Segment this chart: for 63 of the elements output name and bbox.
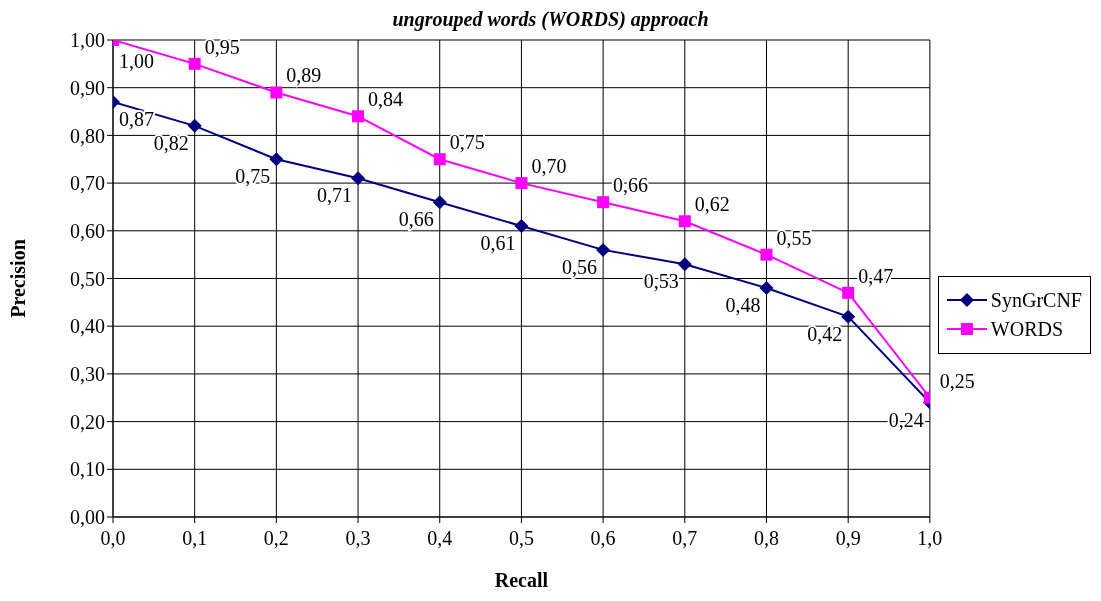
y-tick-label: 0,50 bbox=[70, 267, 105, 290]
data-label: 0,89 bbox=[286, 64, 322, 87]
data-label: 0,70 bbox=[531, 155, 567, 178]
y-tick-label: 0,80 bbox=[70, 124, 105, 147]
point bbox=[841, 309, 856, 324]
x-tick-label: 0,9 bbox=[835, 527, 861, 550]
y-tick-label: 0,20 bbox=[70, 410, 105, 433]
point bbox=[596, 242, 611, 257]
data-label: 1,00 bbox=[119, 50, 154, 72]
legend-label: SynGrCNF bbox=[990, 288, 1082, 312]
point bbox=[842, 286, 855, 299]
y-tick-label: 1,00 bbox=[70, 29, 105, 52]
data-label: 0,71 bbox=[317, 184, 353, 207]
point bbox=[514, 219, 529, 234]
x-tick-label: 0,8 bbox=[753, 527, 779, 550]
data-label: 0,55 bbox=[776, 226, 812, 249]
x-tick-label: 0,0 bbox=[100, 527, 126, 550]
y-tick-label: 0,30 bbox=[70, 363, 105, 385]
y-tick-label: 0,60 bbox=[70, 219, 105, 242]
point bbox=[433, 153, 446, 166]
data-label: 0,61 bbox=[480, 232, 516, 255]
data-label: 0,75 bbox=[235, 165, 271, 188]
data-label: 0,25 bbox=[939, 369, 975, 392]
point bbox=[678, 215, 691, 228]
data-label: 0,82 bbox=[153, 131, 189, 154]
point bbox=[760, 248, 773, 261]
legend-label: WORDS bbox=[990, 317, 1064, 341]
point bbox=[597, 196, 610, 209]
y-tick-label: 0,40 bbox=[70, 315, 105, 338]
point bbox=[432, 195, 447, 210]
point bbox=[188, 57, 201, 70]
x-axis-title: Recall bbox=[494, 569, 549, 591]
data-label: 0,62 bbox=[694, 193, 730, 216]
x-tick-label: 0,5 bbox=[508, 527, 534, 550]
y-tick-label: 0,00 bbox=[70, 506, 105, 529]
x-tick-label: 0,6 bbox=[590, 527, 616, 550]
data-label: 0,66 bbox=[398, 208, 434, 231]
y-tick-label: 0,90 bbox=[70, 76, 105, 99]
y-tick-label: 0,70 bbox=[70, 172, 105, 195]
data-label: 0,75 bbox=[449, 131, 485, 154]
point bbox=[759, 281, 774, 296]
data-label: 0,87 bbox=[119, 108, 154, 131]
x-tick-label: 1,0 bbox=[917, 527, 943, 550]
y-tick-label: 0,10 bbox=[70, 458, 105, 481]
x-tick-label: 0,2 bbox=[263, 527, 289, 550]
point bbox=[677, 257, 692, 272]
x-tick-label: 0,4 bbox=[427, 527, 453, 550]
y-axis-title: Precision bbox=[7, 239, 30, 318]
point bbox=[269, 152, 284, 167]
data-label: 0,56 bbox=[562, 255, 598, 278]
chart-title: ungrouped words (WORDS) approach bbox=[392, 8, 709, 30]
data-label: 0,48 bbox=[725, 294, 761, 317]
point bbox=[351, 171, 366, 186]
x-tick-label: 0,3 bbox=[345, 527, 371, 550]
data-label: 0,42 bbox=[807, 322, 843, 345]
x-tick-label: 0,1 bbox=[182, 527, 208, 550]
data-label: 0,95 bbox=[204, 35, 240, 58]
x-tick-label: 0,7 bbox=[672, 527, 698, 550]
point bbox=[270, 86, 283, 99]
point bbox=[352, 110, 365, 123]
point bbox=[187, 118, 202, 133]
data-label: 0,84 bbox=[368, 88, 404, 111]
point bbox=[515, 177, 528, 190]
